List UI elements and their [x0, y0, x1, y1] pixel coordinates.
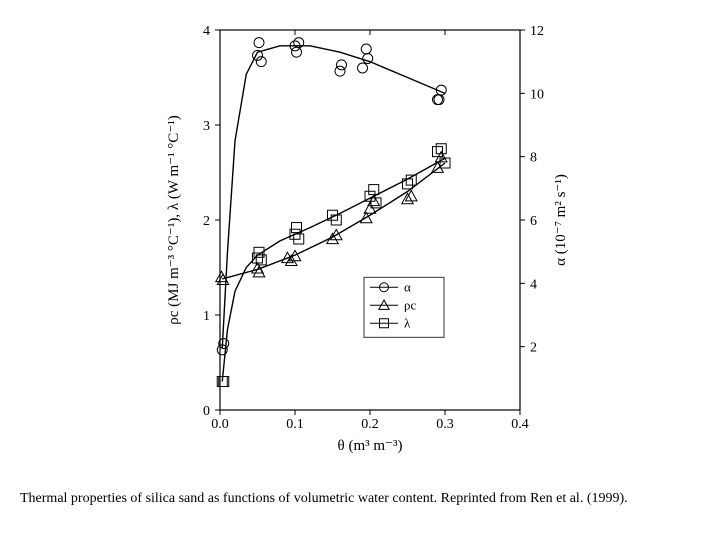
- figure-caption: Thermal properties of silica sand as fun…: [20, 490, 700, 508]
- svg-text:α (10⁻⁷ m² s⁻¹): α (10⁻⁷ m² s⁻¹): [553, 174, 569, 266]
- svg-text:8: 8: [530, 151, 537, 166]
- svg-text:1: 1: [203, 309, 210, 324]
- svg-text:2: 2: [203, 214, 210, 229]
- svg-text:6: 6: [530, 214, 537, 229]
- svg-text:12: 12: [530, 24, 544, 39]
- svg-text:2: 2: [530, 341, 537, 356]
- svg-text:4: 4: [203, 24, 210, 39]
- svg-text:0.1: 0.1: [286, 417, 304, 432]
- svg-text:θ (m³ m⁻³): θ (m³ m⁻³): [338, 438, 403, 454]
- svg-text:ρc (MJ m⁻³ °C⁻¹), λ (W m⁻¹ °C⁻: ρc (MJ m⁻³ °C⁻¹), λ (W m⁻¹ °C⁻¹): [166, 115, 182, 324]
- svg-text:α: α: [404, 279, 411, 294]
- svg-text:10: 10: [530, 87, 544, 102]
- svg-text:0.2: 0.2: [361, 417, 379, 432]
- svg-text:4: 4: [530, 277, 537, 292]
- svg-text:0.0: 0.0: [211, 417, 229, 432]
- svg-text:ρc: ρc: [404, 297, 416, 312]
- svg-text:3: 3: [203, 119, 210, 134]
- svg-text:0: 0: [203, 404, 210, 419]
- thermal-properties-chart: 0.00.10.20.30.40123424681012θ (m³ m⁻³)ρc…: [140, 10, 580, 470]
- svg-text:λ: λ: [404, 315, 411, 330]
- svg-text:0.3: 0.3: [436, 417, 454, 432]
- svg-text:0.4: 0.4: [511, 417, 529, 432]
